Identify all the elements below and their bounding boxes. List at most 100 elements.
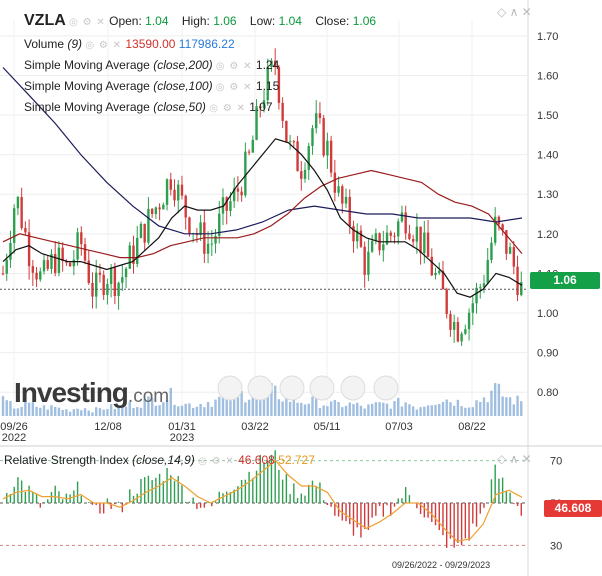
candle-body [143, 223, 146, 243]
candle-body [169, 179, 172, 190]
nav-control-button[interactable] [373, 375, 399, 401]
legend-controls-icon[interactable]: ◎ ⚙ ✕ [69, 17, 106, 28]
candle-body [236, 188, 240, 192]
volume-bar [393, 401, 396, 416]
candle-body [121, 277, 124, 283]
price-tick-label: 1.50 [537, 110, 558, 122]
volume-bar [456, 399, 460, 416]
volume-bar [434, 404, 437, 416]
volume-bar [382, 402, 385, 416]
volume-bar [333, 399, 337, 416]
candle-body [471, 303, 474, 313]
candle-body [225, 197, 228, 211]
rsi-param: (close,14,9) [132, 453, 195, 467]
sma200-controls-icon[interactable]: ◎ ⚙ ✕ [215, 61, 253, 72]
candle-body [438, 270, 441, 273]
volume-bar [482, 397, 486, 416]
candle-body [65, 261, 68, 263]
volume-bar [411, 406, 415, 416]
volume-bar [400, 406, 404, 416]
candle-body [486, 260, 489, 284]
sma50-legend: Simple Moving Average (close,50) ◎ ⚙ ✕ 1… [24, 100, 273, 114]
volume-bar [244, 402, 247, 416]
volume-bar [389, 408, 392, 416]
sma200-param: (close,200) [153, 58, 213, 72]
investing-logo: Investing.com [14, 377, 169, 409]
volume-controls-icon[interactable]: ◎ ⚙ ✕ [85, 40, 123, 51]
nav-control-button[interactable] [279, 375, 305, 401]
sma100-controls-icon[interactable]: ◎ ⚙ ✕ [215, 82, 253, 93]
volume-bar [87, 410, 90, 416]
volume-bar [311, 396, 314, 416]
volume-bar [128, 402, 131, 416]
nav-control-button[interactable] [217, 375, 243, 401]
candle-body [352, 226, 355, 242]
logo-brand: Investing [14, 377, 129, 408]
volume-bar [139, 407, 143, 416]
volume-bar [132, 408, 135, 416]
candle-body [106, 284, 109, 295]
candle-body [35, 272, 38, 280]
volume-bar [490, 390, 493, 416]
candle-body [270, 60, 273, 68]
candle-body [117, 282, 120, 297]
volume-bar [91, 412, 94, 416]
candle-body [382, 244, 385, 251]
volume-bar [27, 402, 31, 416]
chart-nav-controls[interactable] [217, 375, 399, 401]
volume-bar [296, 402, 299, 416]
volume-bar [467, 407, 471, 416]
volume-bar [20, 406, 23, 416]
candle-body [315, 113, 318, 129]
rsi-controls-icon[interactable]: ◎ ⚙ ✕ [198, 456, 235, 467]
date-tick-label: 12/08 [94, 421, 122, 433]
sma50-controls-icon[interactable]: ◎ ⚙ ✕ [209, 103, 246, 114]
volume-bar [83, 408, 87, 416]
high-label: High: [181, 14, 210, 28]
volume-bar [277, 399, 281, 416]
nav-control-button[interactable] [247, 375, 273, 401]
candle-body [326, 140, 329, 156]
nav-control-button[interactable] [309, 375, 335, 401]
volume-bar [479, 401, 482, 416]
volume-bar [367, 404, 370, 416]
volume-bar [259, 385, 262, 416]
low-value: 1.04 [278, 14, 302, 28]
candle-body [229, 201, 232, 211]
header-window-controls[interactable]: ◇ ∧ ✕ [497, 5, 532, 19]
volume-bar [169, 387, 172, 416]
nav-control-button[interactable] [340, 375, 366, 401]
sma200-value: 1.24 [255, 58, 280, 72]
candle-body [404, 212, 407, 234]
candle-body [341, 186, 344, 204]
candle-body [452, 322, 456, 330]
volume-bar [221, 396, 225, 416]
volume-bar [508, 397, 512, 416]
candle-body [318, 113, 322, 119]
rsi-window-controls[interactable]: ◇ ∧ ✕ [497, 452, 532, 466]
sma200-legend: Simple Moving Average (close,200) ◎ ⚙ ✕ … [24, 58, 279, 72]
candle-body [72, 259, 76, 267]
candle-body [20, 197, 23, 229]
volume-bar [378, 402, 381, 416]
candle-body [251, 139, 255, 153]
volume-bar [31, 402, 35, 416]
volume-bar [281, 401, 284, 416]
candle-body [61, 247, 64, 262]
candle-body [232, 188, 236, 202]
volume-bar [158, 405, 161, 416]
volume-bar [438, 403, 441, 416]
volume-bar [475, 400, 478, 416]
candle-body [42, 260, 46, 272]
volume-bar [173, 404, 176, 416]
volume-value: 13590.00 [125, 37, 176, 51]
volume-bar [68, 411, 72, 416]
candle-body [482, 283, 486, 288]
volume-bar [5, 400, 8, 416]
volume-bar [426, 405, 430, 416]
volume-bar [42, 405, 46, 416]
candle-body [475, 287, 478, 304]
price-tick-label: 1.20 [537, 229, 558, 241]
volume-bar [486, 402, 489, 416]
